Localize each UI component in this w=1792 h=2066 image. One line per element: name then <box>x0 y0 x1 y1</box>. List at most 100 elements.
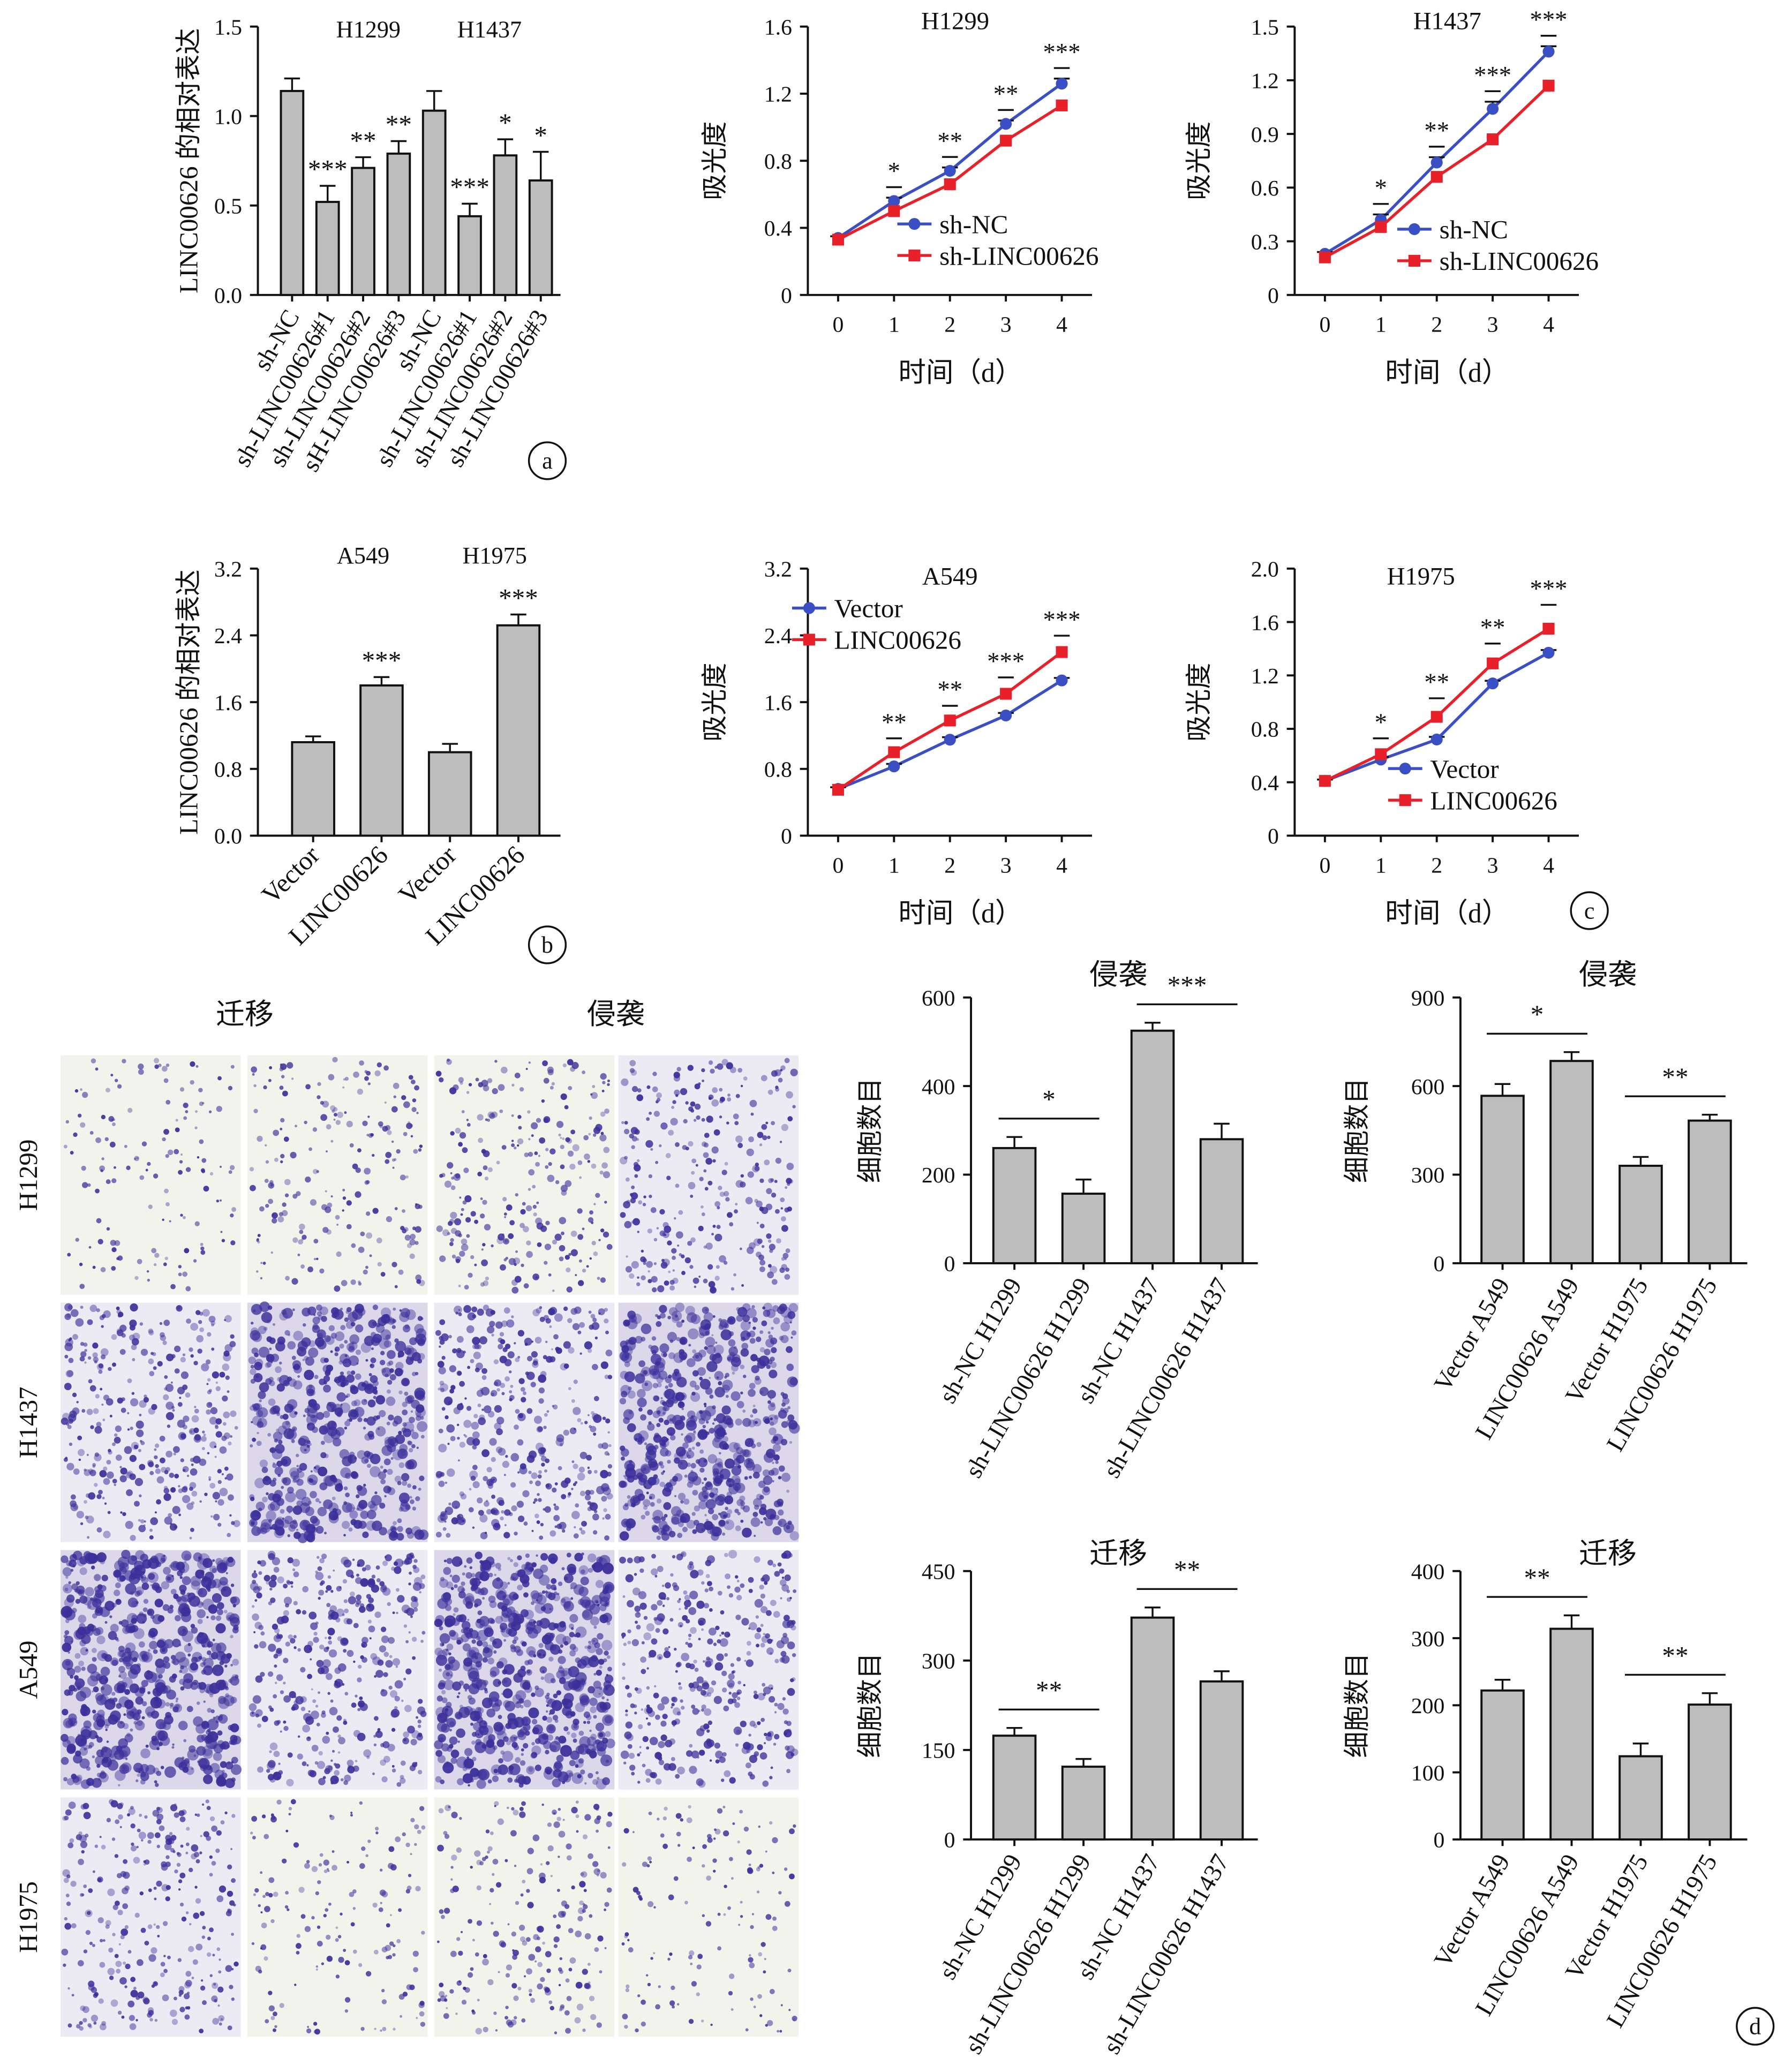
stained-cell <box>334 1285 341 1292</box>
stained-cell <box>198 1320 202 1324</box>
stained-cell <box>635 1336 643 1344</box>
stained-cell <box>692 1489 698 1496</box>
stained-cell <box>206 1409 212 1415</box>
bar <box>1480 1689 1525 1841</box>
stained-cell <box>129 1324 135 1331</box>
stained-cell <box>412 1226 416 1231</box>
stained-cell <box>759 1260 766 1266</box>
stained-cell <box>80 1088 83 1091</box>
stained-cell <box>481 1375 487 1380</box>
stained-cell <box>626 1200 630 1204</box>
stained-cell <box>590 1314 596 1319</box>
stained-cell <box>438 1481 445 1487</box>
stained-cell <box>199 1500 202 1503</box>
stained-cell <box>103 1394 110 1401</box>
stained-cell <box>334 1509 342 1516</box>
stained-cell <box>474 1603 479 1608</box>
stained-cell <box>250 1510 261 1521</box>
stained-cell <box>306 1440 311 1444</box>
stained-cell <box>297 1471 305 1478</box>
stained-cell <box>537 1474 542 1479</box>
stained-cell <box>119 1650 126 1657</box>
stained-cell <box>391 1765 395 1768</box>
stained-cell <box>106 1179 111 1185</box>
stained-cell <box>273 1771 278 1777</box>
stained-cell <box>721 1170 727 1175</box>
stained-cell <box>517 1330 524 1337</box>
stained-cell <box>131 1555 137 1562</box>
stained-cell <box>149 1371 155 1376</box>
stained-cell <box>368 1319 377 1329</box>
stained-cell <box>526 1455 535 1463</box>
stained-cell <box>528 1169 535 1176</box>
stained-cell <box>602 1517 605 1520</box>
stained-cell <box>483 1165 488 1170</box>
stained-cell <box>487 1111 494 1118</box>
stained-cell <box>94 1574 101 1581</box>
stained-cell <box>543 1077 549 1084</box>
stained-cell <box>627 1498 636 1507</box>
stained-cell <box>266 1769 270 1773</box>
stained-cell <box>621 1448 629 1457</box>
stained-cell <box>561 1598 566 1603</box>
y-tick-label: 0.0 <box>214 824 242 849</box>
stained-cell <box>789 1441 793 1444</box>
stained-cell <box>652 1510 664 1521</box>
data-point <box>888 195 900 207</box>
stained-cell <box>631 1185 635 1189</box>
stained-cell <box>699 1467 705 1473</box>
stained-cell <box>603 1508 607 1512</box>
panel-label-circle <box>1570 891 1609 930</box>
stained-cell <box>401 1699 404 1702</box>
stained-cell <box>332 1109 335 1113</box>
stained-cell <box>728 1318 734 1323</box>
stained-cell <box>173 1593 179 1600</box>
stained-cell <box>712 1514 719 1520</box>
stained-cell <box>717 1461 724 1468</box>
stained-cell <box>169 1604 174 1609</box>
stained-cell <box>89 1305 97 1313</box>
significance-label: *** <box>1474 62 1511 89</box>
stained-cell <box>679 1337 688 1345</box>
stained-cell <box>172 1409 175 1412</box>
stained-cell <box>222 1395 228 1402</box>
stained-cell <box>786 1163 794 1170</box>
stained-cell <box>462 1147 468 1153</box>
stained-cell <box>520 1209 526 1215</box>
stained-cell <box>129 1650 139 1661</box>
stained-cell <box>388 1360 394 1366</box>
stained-cell <box>664 1280 669 1286</box>
stained-cell <box>712 1087 718 1094</box>
stained-cell <box>548 1273 552 1277</box>
stained-cell <box>272 1463 277 1468</box>
stained-cell <box>715 1352 721 1359</box>
stained-cell <box>705 1158 713 1165</box>
stained-cell <box>455 1311 458 1315</box>
chart-title: 侵袭 <box>1089 959 1147 991</box>
stained-cell <box>446 1059 452 1065</box>
stained-cell <box>417 1338 425 1346</box>
stained-cell <box>675 1392 684 1401</box>
stained-cell <box>161 1467 167 1473</box>
stained-cell <box>772 1434 784 1445</box>
bar <box>1480 1095 1525 1264</box>
y-tick-label: 0.8 <box>1251 718 1279 742</box>
stained-cell <box>73 1629 84 1640</box>
stained-cell <box>555 1180 560 1185</box>
stained-cell <box>217 1499 224 1506</box>
stained-cell <box>472 1444 477 1450</box>
stained-cell <box>374 1611 381 1618</box>
stained-cell <box>164 1470 169 1474</box>
stained-cell <box>646 1491 649 1495</box>
stained-cell <box>215 1431 222 1438</box>
stained-cell <box>165 1574 175 1583</box>
bar <box>992 1147 1037 1264</box>
stained-cell <box>659 1481 665 1488</box>
stained-cell <box>705 1519 709 1522</box>
stained-cell <box>165 1401 174 1410</box>
stained-cell <box>160 1557 166 1563</box>
stained-cell <box>319 1582 323 1586</box>
stained-cell <box>230 1663 234 1667</box>
stained-cell <box>221 1782 226 1786</box>
stained-cell <box>215 1386 221 1391</box>
